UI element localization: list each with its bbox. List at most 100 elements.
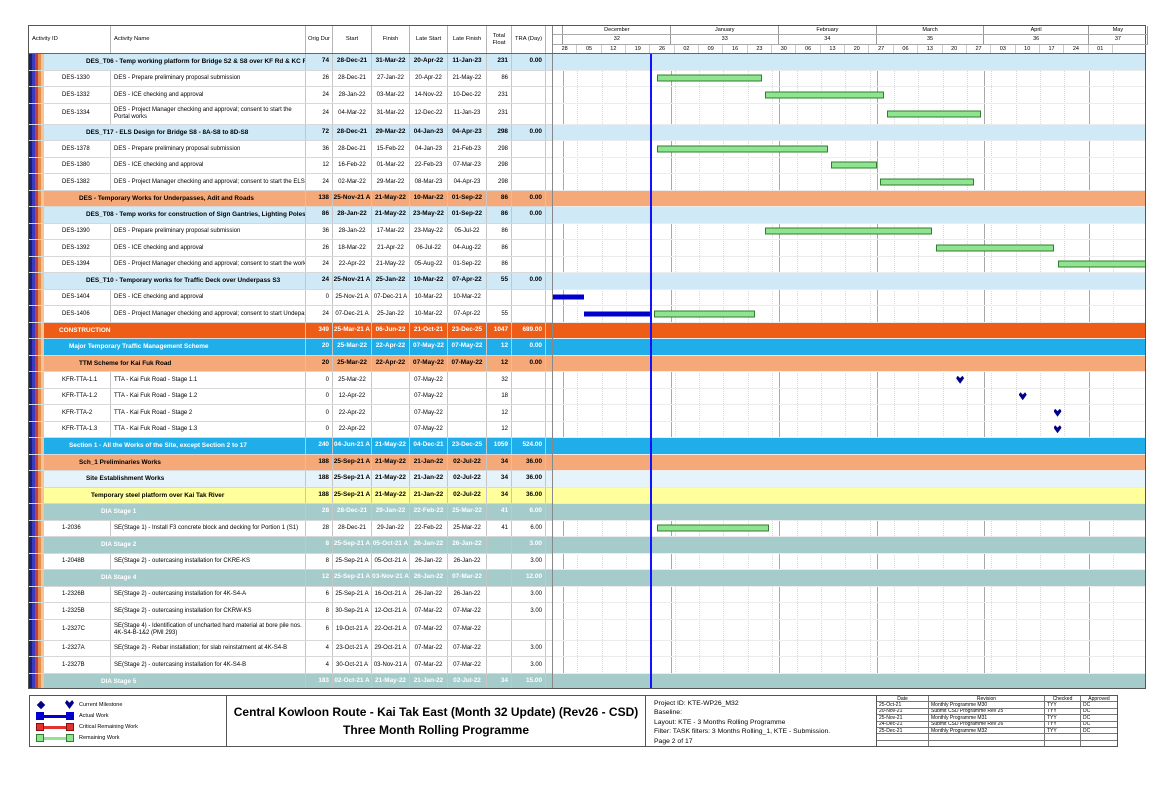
tra-value (512, 619, 546, 640)
table-row: 1-2326B SE(Stage 2) - outercasing install… (29, 586, 552, 603)
milestone-marker (1053, 425, 1062, 434)
tra-value: 6.00 (512, 504, 546, 520)
week-tick: 03 (991, 44, 1016, 53)
total-float-value: 231 (487, 54, 512, 70)
month-band: January (671, 26, 780, 35)
revision-col-header: Approved (1088, 696, 1110, 702)
wbs-color-stripes (29, 372, 44, 388)
start-date: 04-Mar-22 (333, 103, 372, 124)
week-tick: 02 (675, 44, 700, 53)
gantt-bar-remaining (653, 310, 755, 318)
finish-date: 17-Mar-22 (372, 223, 410, 239)
gantt-row (553, 158, 1145, 174)
milestone-marker (1053, 408, 1062, 417)
start-date: 16-Feb-22 (333, 157, 372, 173)
summary-name: DIA Stage 4 (44, 570, 306, 586)
gantt-bar-remaining (1057, 260, 1145, 268)
table-row: DES_T10 - Temporary works for Traffic De… (29, 273, 552, 290)
week-tick: 23 (748, 44, 773, 53)
tra-value: 0.00 (512, 355, 546, 371)
data-date-line (650, 54, 653, 688)
finish-date: 22-Oct-21 A (372, 619, 410, 640)
baseline-label: Baseline: (654, 709, 682, 717)
late-start-date: 10-Mar-22 (410, 289, 448, 305)
start-date: 28-Dec-21 (333, 504, 372, 520)
late-start-date: 26-Jan-22 (410, 586, 448, 602)
week-tick: 24 (1064, 44, 1089, 53)
gantt-row (553, 389, 1145, 405)
orig-dur: 6 (306, 586, 333, 602)
month-number: 35 (877, 35, 985, 44)
revision-cell (1081, 734, 1117, 739)
week-tick: 06 (894, 44, 919, 53)
activity-id: DES-1330 (44, 70, 111, 86)
late-finish-date: 26-Jan-22 (448, 586, 487, 602)
table-row: DES-1406 DES - Project Manager checking a… (29, 306, 552, 323)
month-number (553, 35, 564, 44)
start-date: 25-Mar-21 A (333, 322, 372, 338)
timeline-header: December January February March April May 32 33… (552, 26, 1148, 53)
table-row: DES-1380 DES - ICE checking and approval 1… (29, 157, 552, 174)
late-finish-date: 23-Dec-25 (448, 438, 487, 454)
late-finish-date: 04-Aug-22 (448, 240, 487, 256)
activity-id: KFR-TTA-1.2 (44, 388, 111, 404)
start-date: 28-Jan-22 (333, 207, 372, 223)
legend-item-actual-work: Actual Work (36, 712, 220, 720)
gantt-row (553, 190, 1145, 207)
legend-label: Critical Remaining Work (79, 724, 138, 730)
revision-cell: TYY (1045, 727, 1081, 734)
start-date: 30-Sep-21 A (333, 603, 372, 619)
wbs-color-stripes (29, 504, 44, 520)
month-number: 37 (1089, 35, 1148, 44)
finish-date: 29-Jan-22 (372, 520, 410, 536)
total-float-value: 86 (487, 223, 512, 239)
finish-date: 15-Feb-22 (372, 141, 410, 157)
month-band: May (1089, 26, 1148, 35)
footer-block: Current Milestone Actual Work Critical R… (29, 695, 1118, 747)
summary-name: DIA Stage 2 (44, 537, 306, 553)
summary-name: Sch_1 Preliminaries Works (44, 454, 306, 470)
table-row: 1-2327B SE(Stage 2) - outercasing install… (29, 657, 552, 674)
table-row: DES-1390 DES - Prepare preliminary propos… (29, 223, 552, 240)
activity-name: DES - Project Manager checking and appro… (111, 306, 306, 322)
orig-dur: 26 (306, 240, 333, 256)
late-finish-date: 11-Jan-23 (448, 54, 487, 70)
total-float-value: 298 (487, 174, 512, 190)
late-start-date: 26-Jan-22 (410, 553, 448, 569)
finish-date: 25-Jan-22 (372, 306, 410, 322)
table-row: KFR-TTA-1.2 TTA - Kai Fuk Road - Stage 1.… (29, 388, 552, 405)
gantt-row (553, 487, 1145, 504)
col-header-late-finish: Late Finish (448, 26, 487, 53)
start-date: 25-Sep-21 A (333, 537, 372, 553)
revision-col-header: Revision (929, 696, 1045, 702)
late-finish-date: 01-Sep-22 (448, 207, 487, 223)
week-tick: 09 (699, 44, 724, 53)
tra-value: 3.00 (512, 537, 546, 553)
revision-row (877, 734, 1117, 741)
gantt-row (553, 207, 1145, 224)
total-float-value: 12 (487, 421, 512, 437)
table-row: DIA Stage 4 12 25-Sep-21 A 03-Nov-21 A 26-Ja… (29, 570, 552, 587)
tra-value: 0.00 (512, 190, 546, 206)
late-start-date: 04-Dec-21 (410, 438, 448, 454)
revision-cell: 24-Dec-21 (877, 721, 929, 727)
total-float-value (487, 570, 512, 586)
month-number: 33 (671, 35, 780, 44)
legend: Current Milestone Actual Work Critical R… (29, 695, 227, 747)
milestone-marker (956, 375, 965, 384)
late-finish-date (448, 421, 487, 437)
critical-work-bar-icon (36, 723, 74, 731)
finish-date (372, 421, 410, 437)
finish-date: 03-Mar-22 (372, 87, 410, 103)
late-finish-date: 25-Mar-22 (448, 504, 487, 520)
late-finish-date: 07-Mar-22 (448, 603, 487, 619)
activity-id: 1-2327A (44, 640, 111, 656)
late-finish-date: 05-Jul-22 (448, 223, 487, 239)
start-date: 19-Oct-21 A (333, 619, 372, 640)
wbs-color-stripes (29, 619, 44, 640)
start-date: 28-Dec-21 (333, 54, 372, 70)
revision-cell: Monthly Programme M30 (929, 702, 1045, 708)
activity-id: KFR-TTA-2 (44, 405, 111, 421)
late-start-date: 07-Mar-22 (410, 640, 448, 656)
